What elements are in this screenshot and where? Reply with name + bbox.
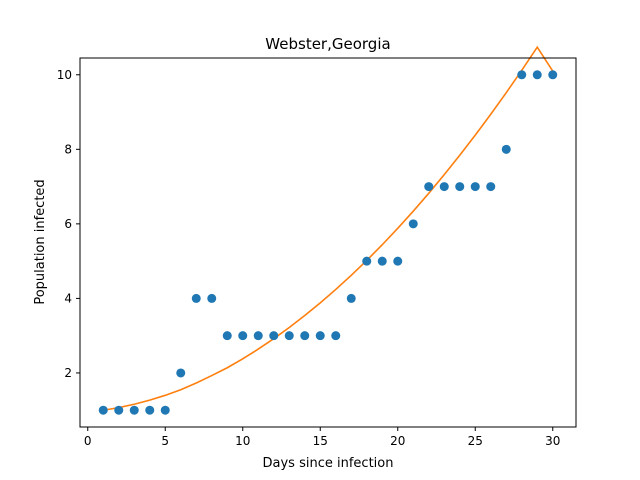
- data-point: [253, 331, 263, 341]
- data-point: [439, 182, 449, 192]
- y-tick-label: 4: [64, 291, 72, 305]
- plot-area: [98, 45, 558, 415]
- data-point: [548, 70, 558, 80]
- x-tick-label: 0: [84, 434, 92, 448]
- data-point: [393, 256, 403, 266]
- fit-line: [103, 45, 554, 412]
- data-point: [486, 182, 496, 192]
- data-point: [238, 331, 248, 341]
- data-point: [191, 293, 201, 303]
- y-tick-label: 10: [57, 68, 72, 82]
- data-point: [222, 331, 232, 341]
- data-point: [346, 293, 356, 303]
- x-tick-label: 5: [161, 434, 169, 448]
- x-tick-label: 25: [468, 434, 483, 448]
- data-point: [145, 405, 155, 415]
- data-point: [377, 256, 387, 266]
- data-point: [300, 331, 310, 341]
- data-point: [455, 182, 465, 192]
- data-point: [160, 405, 170, 415]
- data-point: [532, 70, 542, 80]
- data-point: [207, 293, 217, 303]
- data-point: [501, 144, 511, 154]
- y-tick-label: 8: [64, 142, 72, 156]
- data-point: [315, 331, 325, 341]
- data-point: [269, 331, 279, 341]
- x-tick-label: 20: [390, 434, 405, 448]
- data-point: [362, 256, 372, 266]
- data-point: [470, 182, 480, 192]
- chart-title: Webster,Georgia: [265, 35, 390, 53]
- data-point: [424, 182, 434, 192]
- y-tick-label: 6: [64, 217, 72, 231]
- data-point: [284, 331, 294, 341]
- x-axis-label: Days since infection: [263, 456, 394, 471]
- x-tick-label: 30: [545, 434, 560, 448]
- data-point: [114, 405, 124, 415]
- data-point: [129, 405, 139, 415]
- data-point: [98, 405, 108, 415]
- y-tick-label: 2: [64, 366, 72, 380]
- data-point: [176, 368, 186, 378]
- axes-frame: [79, 57, 577, 428]
- x-tick-label: 15: [313, 434, 328, 448]
- data-point: [408, 219, 418, 229]
- axes: 0 5 10 15 20 25 30 2 4 6 8 10: [57, 57, 577, 448]
- data-point: [331, 331, 341, 341]
- x-tick-label: 10: [235, 434, 250, 448]
- y-axis-label: Population infected: [33, 179, 48, 304]
- data-point: [517, 70, 527, 80]
